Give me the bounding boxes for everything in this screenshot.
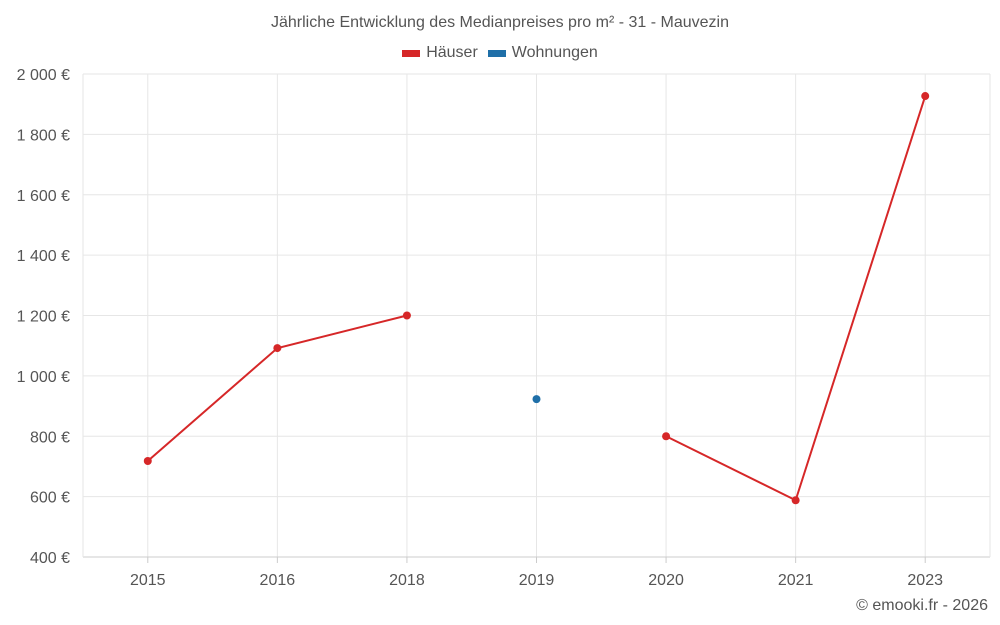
y-tick-label: 1 000 € xyxy=(17,369,70,386)
x-tick-label: 2018 xyxy=(389,572,425,589)
y-tick-label: 2 000 € xyxy=(17,67,70,84)
y-tick-label: 800 € xyxy=(30,429,70,446)
y-tick-label: 1 800 € xyxy=(17,127,70,144)
legend-item-haeuser[interactable]: Häuser xyxy=(402,44,478,62)
y-tick-label: 1 400 € xyxy=(17,248,70,265)
y-tick-label: 1 600 € xyxy=(17,188,70,205)
x-tick-label: 2015 xyxy=(130,572,166,589)
x-tick-label: 2019 xyxy=(519,572,555,589)
y-tick-label: 400 € xyxy=(30,550,70,567)
data-point-haeuser xyxy=(143,457,152,466)
data-point-haeuser xyxy=(402,311,411,320)
data-point-haeuser xyxy=(921,92,930,101)
legend-label-haeuser: Häuser xyxy=(426,44,478,61)
x-tick-label: 2023 xyxy=(907,572,943,589)
chart-title: Jährliche Entwicklung des Medianpreises … xyxy=(271,14,729,31)
y-tick-label: 1 200 € xyxy=(17,309,70,326)
legend-item-wohnungen[interactable]: Wohnungen xyxy=(487,44,598,62)
data-point-haeuser xyxy=(273,344,282,353)
x-tick-label: 2020 xyxy=(648,572,684,589)
data-point-haeuser xyxy=(791,496,800,505)
data-point-haeuser xyxy=(662,432,671,441)
y-tick-label: 600 € xyxy=(30,490,70,507)
legend-swatch-wohnungen xyxy=(487,49,506,57)
data-point-wohnungen xyxy=(532,395,541,404)
x-tick-label: 2021 xyxy=(778,572,814,589)
x-tick-label: 2016 xyxy=(260,572,296,589)
credit-text: © emooki.fr - 2026 xyxy=(856,597,988,614)
legend-swatch-haeuser xyxy=(402,49,421,57)
legend-label-wohnungen: Wohnungen xyxy=(511,44,598,61)
legend: Häuser Wohnungen xyxy=(0,44,1000,62)
